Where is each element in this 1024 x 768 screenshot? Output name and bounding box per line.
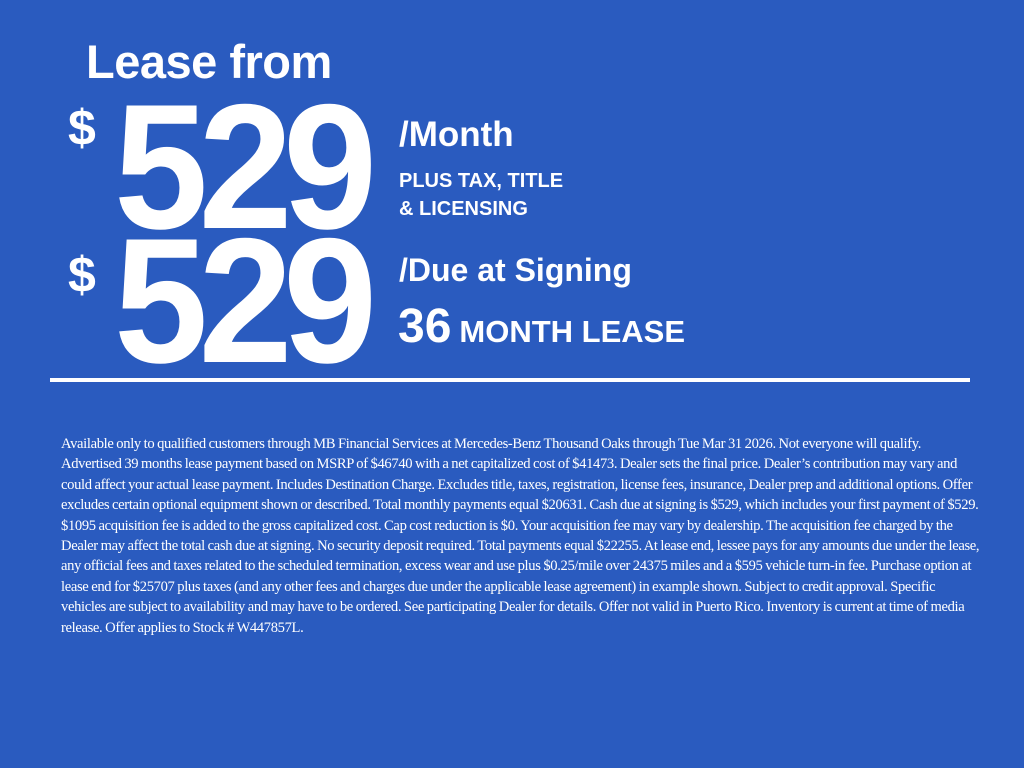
lease-term: 36 MONTH LEASE xyxy=(398,300,685,365)
monthly-currency-symbol: $ xyxy=(68,100,96,156)
monthly-amount: 529 xyxy=(114,67,377,266)
monthly-label: /Month xyxy=(399,115,514,154)
due-currency-symbol: $ xyxy=(68,247,96,303)
monthly-note-line2: & LICENSING xyxy=(399,198,528,220)
disclaimer-text: Available only to qualified customers th… xyxy=(61,436,980,636)
lease-term-months: 36 xyxy=(398,300,452,353)
headline: Lease from xyxy=(86,35,332,88)
due-at-signing-label: /Due at Signing xyxy=(399,252,632,288)
due-at-signing-amount: 529 xyxy=(114,201,377,400)
divider xyxy=(50,378,970,382)
lease-term-label: MONTH LEASE xyxy=(459,314,686,349)
monthly-note-line1: PLUS TAX, TITLE xyxy=(399,170,564,192)
